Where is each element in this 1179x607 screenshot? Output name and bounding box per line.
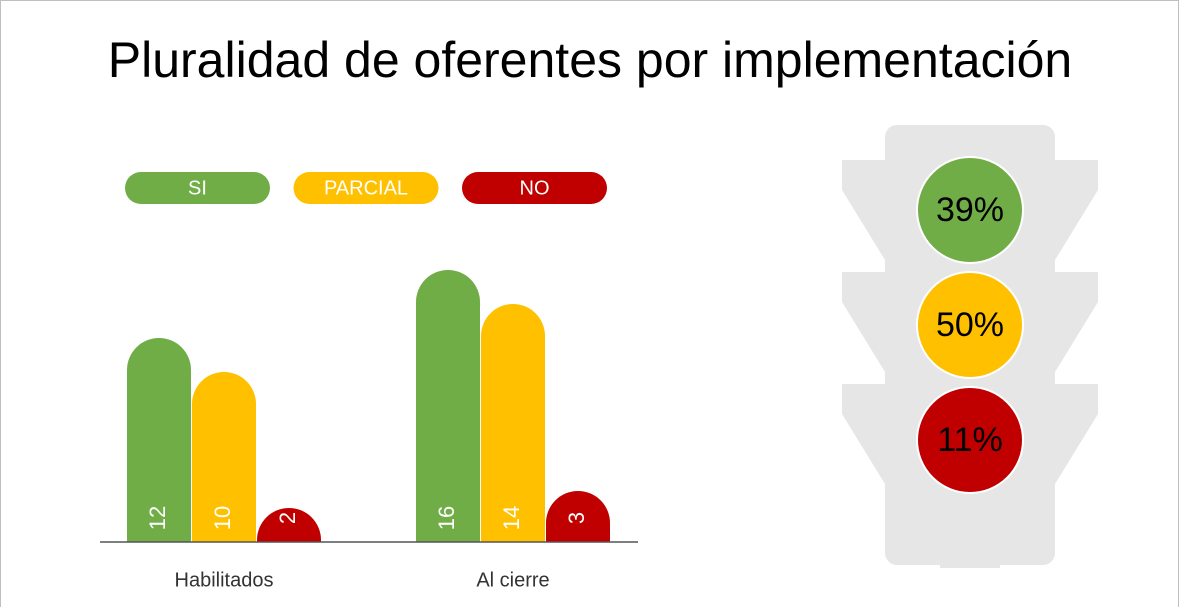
- bar: [192, 372, 256, 542]
- legend-label: PARCIAL: [324, 177, 408, 199]
- light: [916, 386, 1024, 494]
- bar: [257, 508, 321, 542]
- bar: [481, 304, 545, 542]
- value-label: 16: [434, 506, 459, 530]
- light: [916, 156, 1024, 264]
- value-label: 11%: [937, 421, 1003, 459]
- bar: [416, 270, 480, 542]
- value-label: 39%: [936, 191, 1004, 229]
- value-label: 12: [145, 506, 170, 530]
- value-label: 2: [275, 512, 300, 524]
- value-label: 3: [564, 512, 589, 524]
- value-label: 14: [499, 506, 524, 530]
- value-label: 50%: [936, 306, 1004, 344]
- x-tick-label: Al cierre: [476, 569, 549, 591]
- legend-label: NO: [520, 177, 550, 199]
- x-tick-label: Habilitados: [175, 569, 274, 591]
- light: [916, 271, 1024, 379]
- chart-title: Pluralidad de oferentes por implementaci…: [108, 32, 1072, 88]
- value-label: 10: [210, 506, 235, 530]
- legend-swatch: [125, 172, 270, 204]
- bar: [546, 491, 610, 542]
- bar: [127, 338, 191, 542]
- legend-label: SI: [188, 177, 207, 199]
- legend-swatch: [462, 172, 607, 204]
- legend-swatch: [293, 172, 439, 204]
